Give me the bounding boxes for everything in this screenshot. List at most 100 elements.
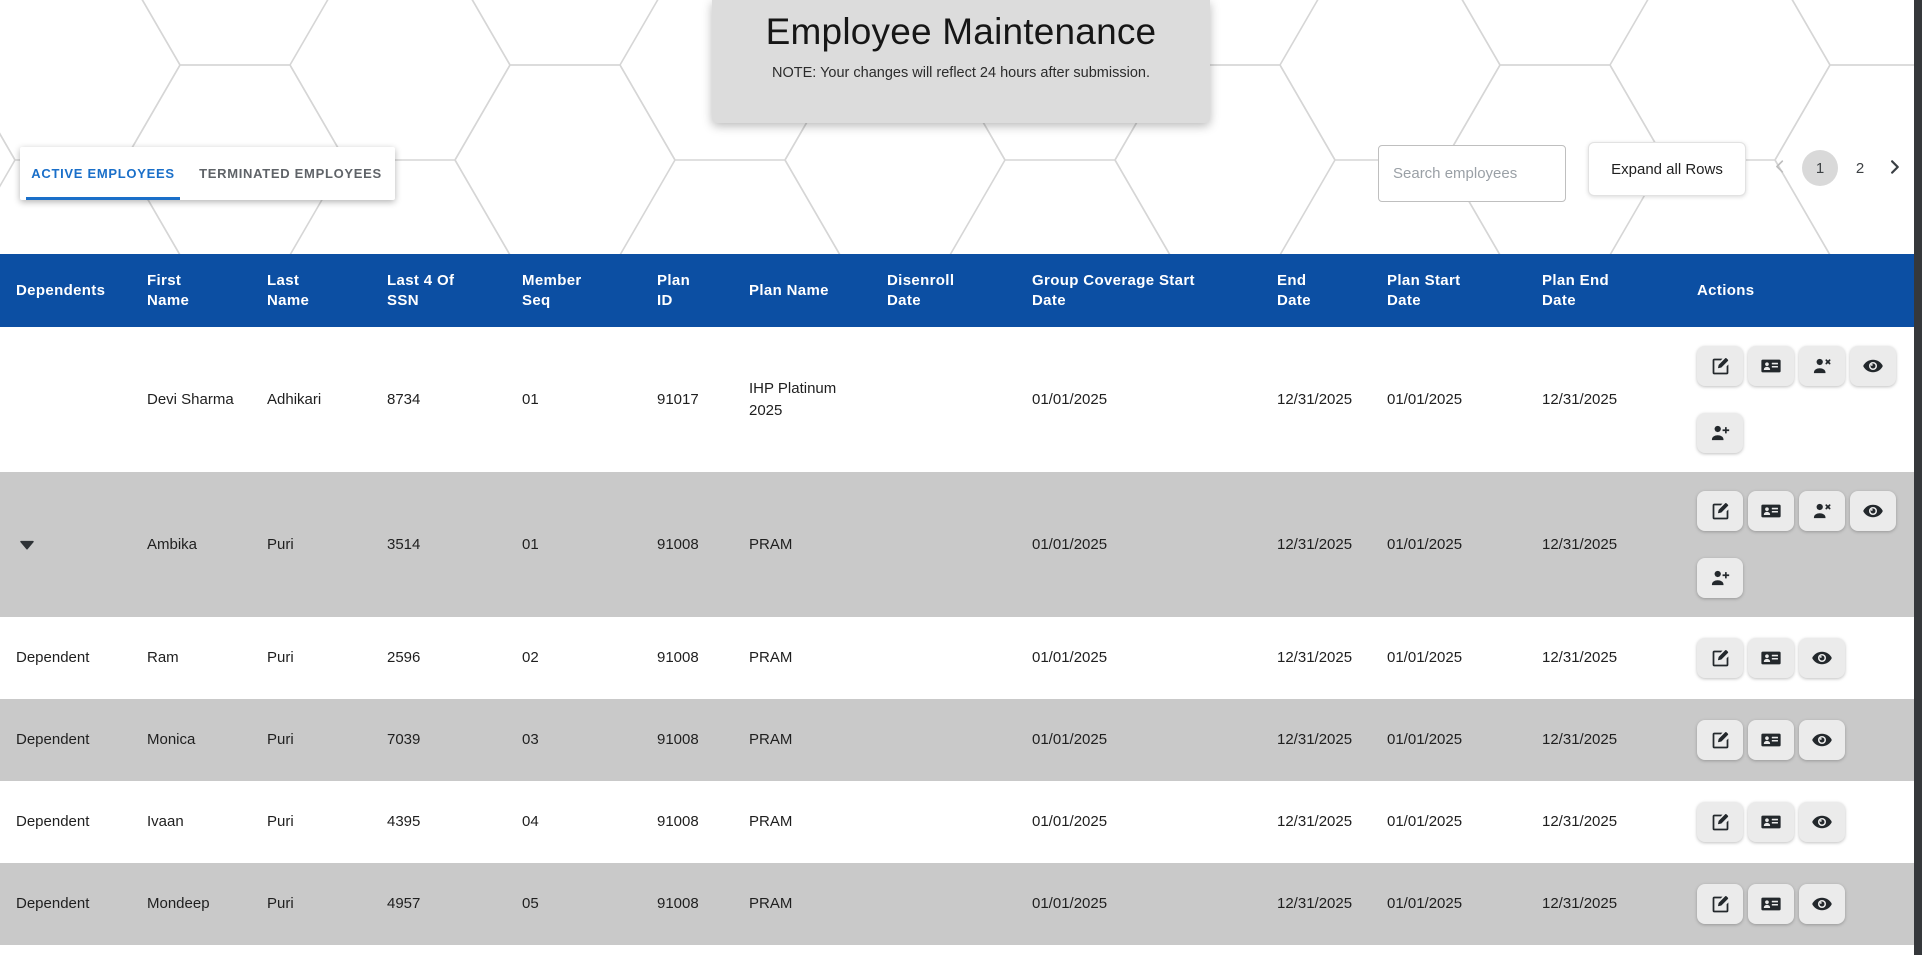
tab-active-employees[interactable]: ACTIVE EMPLOYEES <box>20 147 186 200</box>
edit-button[interactable] <box>1697 720 1743 760</box>
cell-plan-end-date: 12/31/2025 <box>1542 649 1618 667</box>
edit-button[interactable] <box>1697 346 1743 387</box>
edit-button[interactable] <box>1697 638 1743 678</box>
cell-dependents: Dependent <box>16 895 90 913</box>
cell-disenroll-date <box>875 863 1020 945</box>
cell-plan-name: PRAM <box>749 649 793 667</box>
collapse-dependents-caret-icon[interactable] <box>16 535 40 555</box>
view-button[interactable] <box>1799 884 1845 924</box>
cell-actions <box>1685 781 1914 863</box>
id-card-icon <box>1760 355 1782 377</box>
id-card-button[interactable] <box>1748 802 1794 842</box>
cell-plan-start-date: 01/01/2025 <box>1387 813 1463 831</box>
view-button[interactable] <box>1799 720 1845 760</box>
edit-icon <box>1710 356 1731 377</box>
chevron-right-icon <box>1885 158 1903 179</box>
cell-ssn-last4: 2596 <box>387 649 421 667</box>
search-input[interactable] <box>1378 145 1566 202</box>
remove-person-button[interactable] <box>1799 491 1845 532</box>
cell-ssn-last4: 4395 <box>387 813 421 831</box>
dependent-row: Dependent Monica Puri 7039 03 91008 PRAM 01/01/… <box>0 699 1914 781</box>
cell-plan-start-date: 01/01/2025 <box>1387 535 1463 553</box>
chevron-left-icon <box>1772 158 1789 178</box>
cell-end-date: 12/31/2025 <box>1277 895 1353 913</box>
cell-plan-id: 91008 <box>657 731 699 749</box>
column-header-end-date: End Date <box>1277 271 1311 309</box>
add-person-button[interactable] <box>1697 412 1743 453</box>
cell-group-coverage-start-date: 01/01/2025 <box>1032 390 1108 408</box>
edit-button[interactable] <box>1697 884 1743 924</box>
scrollbar-track[interactable] <box>1914 0 1922 955</box>
view-icon <box>1862 500 1884 522</box>
cell-plan-name: PRAM <box>749 731 793 749</box>
view-icon <box>1811 893 1833 915</box>
cell-group-coverage-start-date: 01/01/2025 <box>1032 813 1108 831</box>
page-button-2[interactable]: 2 <box>1848 150 1872 186</box>
column-header-actions: Actions <box>1697 281 1755 299</box>
cell-ssn-last4: 4957 <box>387 895 421 913</box>
cell-plan-name: PRAM <box>749 813 793 831</box>
employee-row: Devi Sharma Adhikari 8734 01 91017 IHP Platin… <box>0 327 1914 472</box>
column-header-disenroll-date: Disenroll Date <box>887 271 955 309</box>
id-card-button[interactable] <box>1748 491 1794 532</box>
view-button[interactable] <box>1850 491 1896 532</box>
cell-plan-name: IHP Platinum 2025 <box>749 379 837 419</box>
employee-table: Dependents First Name Last Name Last 4 Of S… <box>0 254 1914 945</box>
cell-end-date: 12/31/2025 <box>1277 390 1353 408</box>
tab-terminated-employees[interactable]: TERMINATED EMPLOYEES <box>199 166 382 181</box>
cell-member-seq: 01 <box>522 390 539 408</box>
cell-plan-id: 91017 <box>657 390 699 408</box>
cell-group-coverage-start-date: 01/01/2025 <box>1032 649 1108 667</box>
view-button[interactable] <box>1799 638 1845 678</box>
id-card-button[interactable] <box>1748 884 1794 924</box>
cell-plan-end-date: 12/31/2025 <box>1542 731 1618 749</box>
dependent-row: Dependent Ram Puri 2596 02 91008 PRAM 01/01/202… <box>0 617 1914 699</box>
cell-ssn-last4: 7039 <box>387 731 421 749</box>
cell-first-name: Ivaan <box>147 813 184 831</box>
view-icon <box>1811 811 1833 833</box>
edit-button[interactable] <box>1697 491 1743 532</box>
column-header-plan-name: Plan Name <box>749 281 829 299</box>
edit-icon <box>1710 730 1731 751</box>
remove-person-button[interactable] <box>1799 346 1845 387</box>
cell-last-name: Puri <box>267 535 294 553</box>
cell-member-seq: 01 <box>522 535 539 553</box>
id-card-button[interactable] <box>1748 720 1794 760</box>
cell-end-date: 12/31/2025 <box>1277 535 1353 553</box>
edit-icon <box>1710 501 1731 522</box>
id-card-icon <box>1760 729 1782 751</box>
cell-plan-end-date: 12/31/2025 <box>1542 813 1618 831</box>
page-header-card: Employee Maintenance NOTE: Your changes … <box>712 0 1210 123</box>
edit-button[interactable] <box>1697 802 1743 842</box>
id-card-icon <box>1760 893 1782 915</box>
cell-plan-id: 91008 <box>657 535 699 553</box>
edit-icon <box>1710 812 1731 833</box>
cell-plan-end-date: 12/31/2025 <box>1542 895 1618 913</box>
add-person-icon <box>1709 422 1731 444</box>
id-card-button[interactable] <box>1748 346 1794 387</box>
id-card-icon <box>1760 811 1782 833</box>
view-button[interactable] <box>1850 346 1896 387</box>
id-card-button[interactable] <box>1748 638 1794 678</box>
column-header-first-name: First Name <box>147 271 190 309</box>
column-header-ssn-last4: Last 4 Of SSN <box>387 271 455 309</box>
column-header-group-coverage-start-date: Group Coverage Start Date <box>1032 271 1195 309</box>
next-page-button[interactable] <box>1882 156 1906 180</box>
add-person-button[interactable] <box>1697 557 1743 598</box>
view-button[interactable] <box>1799 802 1845 842</box>
cell-disenroll-date <box>875 472 1020 617</box>
pagination: 1 2 <box>1768 144 1906 192</box>
prev-page-button[interactable] <box>1768 156 1792 180</box>
cell-member-seq: 03 <box>522 731 539 749</box>
column-header-plan-start-date: Plan Start Date <box>1387 271 1461 309</box>
cell-plan-start-date: 01/01/2025 <box>1387 649 1463 667</box>
cell-last-name: Puri <box>267 895 294 913</box>
cell-last-name: Puri <box>267 813 294 831</box>
cell-first-name: Ram <box>147 649 179 667</box>
cell-dependents: Dependent <box>16 813 90 831</box>
expand-all-rows-button[interactable]: Expand all Rows <box>1588 142 1746 196</box>
cell-disenroll-date <box>875 699 1020 781</box>
column-header-member-seq: Member Seq <box>522 271 582 309</box>
page-button-1[interactable]: 1 <box>1802 150 1838 186</box>
cell-plan-id: 91008 <box>657 895 699 913</box>
